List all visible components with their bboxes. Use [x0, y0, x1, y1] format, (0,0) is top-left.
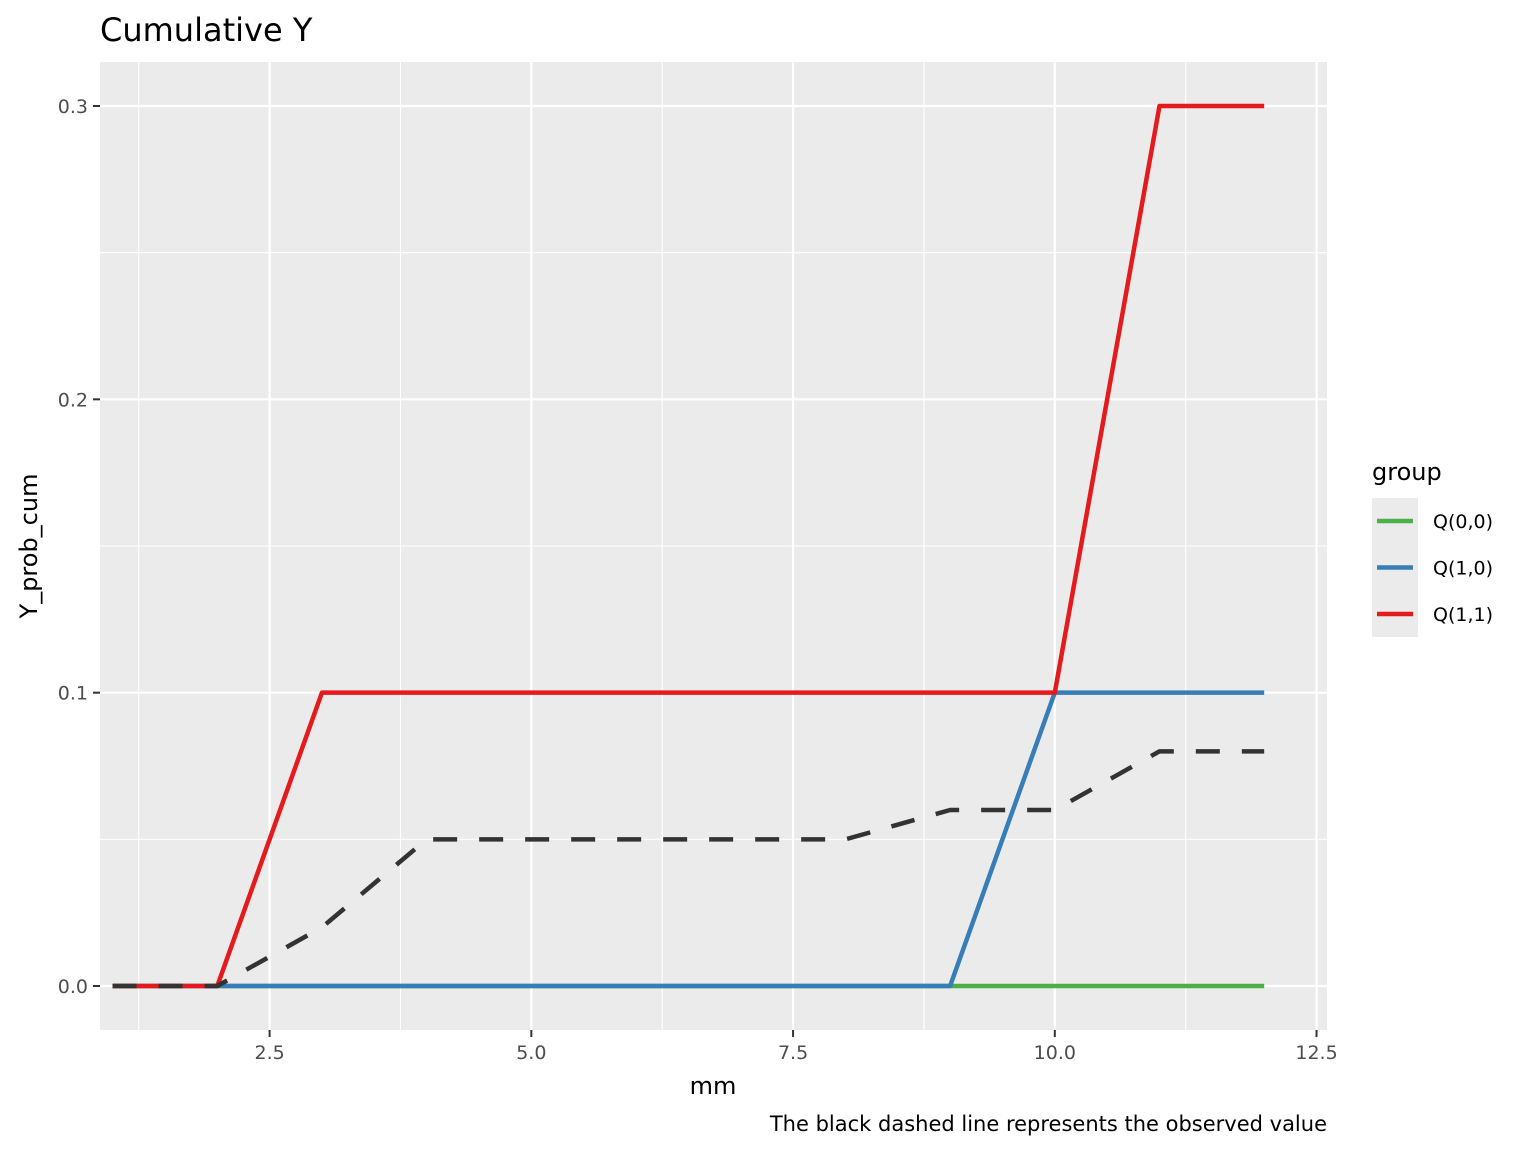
x-axis: 2.5 5.0 7.5 10.0 12.5: [254, 1030, 1338, 1064]
chart-title: Cumulative Y: [100, 11, 313, 49]
observed-dashed-line: [112, 749, 1265, 989]
chart-caption: The black dashed line represents the obs…: [769, 1112, 1327, 1136]
x-axis-title: mm: [690, 1072, 737, 1100]
legend-label: Q(1,1): [1433, 604, 1493, 626]
y-tick-label: 0.2: [58, 389, 88, 411]
series-layer: [112, 103, 1265, 989]
y-tick-label: 0.3: [58, 96, 88, 118]
x-tick-label: 5.0: [516, 1042, 546, 1064]
legend: group Q(0,0) Q(1,0) Q(1,1): [1372, 458, 1493, 637]
legend-label: Q(1,0): [1433, 558, 1493, 580]
y-tick-label: 0.1: [58, 683, 88, 705]
legend-title: group: [1372, 458, 1442, 486]
series-line-Q(1,0): [112, 690, 1265, 989]
y-axis: 0.0 0.1 0.2 0.3: [58, 96, 100, 998]
x-tick-label: 7.5: [778, 1042, 808, 1064]
legend-label: Q(0,0): [1433, 511, 1493, 533]
x-tick-label: 12.5: [1295, 1042, 1337, 1064]
y-axis-title: Y_prob_cum: [15, 474, 43, 620]
series-line-Q(1,1): [112, 103, 1265, 989]
x-tick-label: 10.0: [1034, 1042, 1076, 1064]
x-tick-label: 2.5: [254, 1042, 284, 1064]
y-tick-label: 0.0: [58, 976, 88, 998]
